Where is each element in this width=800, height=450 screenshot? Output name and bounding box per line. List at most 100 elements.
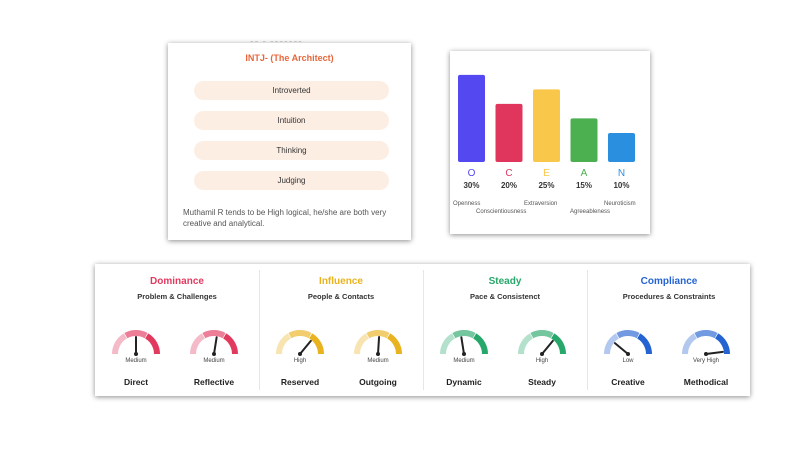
gauge-level: High — [535, 358, 549, 364]
gauge-segment — [440, 333, 456, 355]
disc-title: Dominance — [150, 276, 204, 287]
gauge — [352, 326, 404, 358]
gauge-segment — [550, 333, 566, 355]
gauge-segment — [694, 330, 718, 339]
gauge — [438, 326, 490, 358]
gauge — [274, 326, 326, 358]
gauge-label: Creative — [611, 377, 645, 387]
disc-card: Dominance Problem & Challenges Medium Direc… — [95, 264, 750, 396]
value-label: 30% — [463, 181, 479, 190]
mbti-description: Muthamil R tends to be High logical, he/… — [183, 208, 387, 228]
disc-title: Influence — [319, 276, 363, 287]
gauge-needle — [460, 336, 465, 355]
trait-name: Neuroticism — [604, 201, 636, 207]
disc-title: Compliance — [640, 276, 698, 287]
bar-c — [495, 103, 523, 162]
gauge-label: Dynamic — [446, 377, 482, 387]
gauge-segment — [472, 333, 488, 355]
mbti-card: ⁻⁻ ⁻ ⁻⁻⁻⁻⁻⁻⁻ INTJ- (The Architect) Intro… — [168, 40, 411, 240]
gauge-segment — [518, 333, 534, 355]
gauge-needle — [613, 342, 629, 355]
gauge-segment — [530, 330, 554, 339]
gauge-needle — [299, 339, 312, 355]
bar-a — [570, 118, 598, 162]
category-label: O — [468, 168, 476, 179]
category-label: C — [505, 168, 512, 179]
gauge-needle — [541, 339, 554, 355]
disc-column-compliance: Compliance Procedures & Constraints Low Cre… — [587, 264, 751, 396]
gauge-level: Low — [622, 358, 634, 364]
column-divider — [259, 270, 260, 390]
column-divider — [423, 270, 424, 390]
gauge-level: High — [293, 358, 307, 364]
gauge-segment — [366, 330, 390, 339]
disc-subtitle: People & Contacts — [307, 292, 375, 301]
gauge-label: Methodical — [683, 377, 729, 387]
bar-n — [608, 132, 635, 162]
gauge-segment — [714, 333, 730, 355]
gauge-hub — [540, 352, 544, 356]
ocean-chart-card: O 30% C 20% E 25% A 15% N 10% Openness Conscientiou… — [450, 51, 650, 234]
disc-column-influence: Influence People & Contacts High Reserved Me… — [259, 264, 423, 396]
trait-name: Agreeableness — [570, 209, 610, 215]
column-divider — [587, 270, 588, 390]
gauge-segment — [124, 330, 148, 339]
category-label: A — [581, 168, 588, 179]
gauge — [516, 326, 568, 358]
disc-subtitle: Problem & Challenges — [137, 292, 217, 301]
gauge-level: Medium — [367, 358, 389, 364]
category-label: E — [543, 168, 550, 179]
gauge-segment — [222, 333, 238, 355]
gauge-segment — [452, 330, 476, 339]
gauge-label: Steady — [528, 377, 556, 387]
gauge-label: Reflective — [193, 377, 235, 387]
gauge-hub — [212, 352, 216, 356]
gauge-level: Medium — [453, 358, 475, 364]
gauge-hub — [626, 352, 630, 356]
gauge-label: Reserved — [280, 377, 320, 387]
gauge-segment — [144, 333, 160, 355]
gauge-segment — [386, 333, 402, 355]
gauge-segment — [308, 333, 324, 355]
category-label: N — [618, 168, 625, 179]
trait-name: Conscientiousness — [476, 209, 526, 215]
trait-pill: Introverted — [194, 81, 389, 100]
gauge-hub — [298, 352, 302, 356]
trait-name: Openness — [453, 201, 480, 207]
gauge-label: Outgoing — [359, 377, 397, 387]
gauge-segment — [276, 333, 292, 355]
gauge-hub — [462, 352, 466, 356]
gauge-label: Direct — [123, 377, 149, 387]
gauge — [110, 326, 162, 358]
trait-pill: Judging — [194, 171, 389, 190]
bar-o — [458, 74, 485, 162]
ocean-bar-chart: O 30% C 20% E 25% A 15% N 10% Openness Conscientiou… — [453, 74, 636, 215]
gauge-needle — [377, 336, 381, 355]
disc-title: Steady — [488, 276, 522, 287]
disc-column-dominance: Dominance Problem & Challenges Medium Direc… — [95, 264, 259, 396]
gauge-segment — [604, 333, 620, 355]
disc-subtitle: Procedures & Constraints — [622, 292, 716, 301]
disc-column-steady: Steady Pace & Consistenct Medium Dynamic Hig… — [423, 264, 587, 396]
gauge-hub — [704, 352, 708, 356]
value-label: 20% — [501, 181, 517, 190]
gauge-segment — [190, 333, 206, 355]
trait-pill: Thinking — [194, 141, 389, 160]
gauge-level: Medium — [203, 358, 225, 364]
value-label: 15% — [576, 181, 592, 190]
clipped-text: ⁻⁻ ⁻ ⁻⁻⁻⁻⁻⁻⁻ — [250, 40, 303, 45]
disc-subtitle: Pace & Consistenct — [469, 292, 541, 301]
gauge — [602, 326, 654, 358]
gauge-segment — [354, 333, 370, 355]
value-label: 25% — [538, 181, 554, 190]
gauge-segment — [288, 330, 312, 339]
gauge-level: Very High — [692, 358, 719, 364]
gauge-segment — [112, 333, 128, 355]
gauge-segment — [616, 330, 640, 339]
gauge-hub — [376, 352, 380, 356]
trait-pill: Intuition — [194, 111, 389, 130]
gauge-level: Medium — [125, 358, 147, 364]
gauge-needle — [213, 336, 218, 355]
gauge-segment — [682, 333, 698, 355]
gauge — [188, 326, 240, 358]
